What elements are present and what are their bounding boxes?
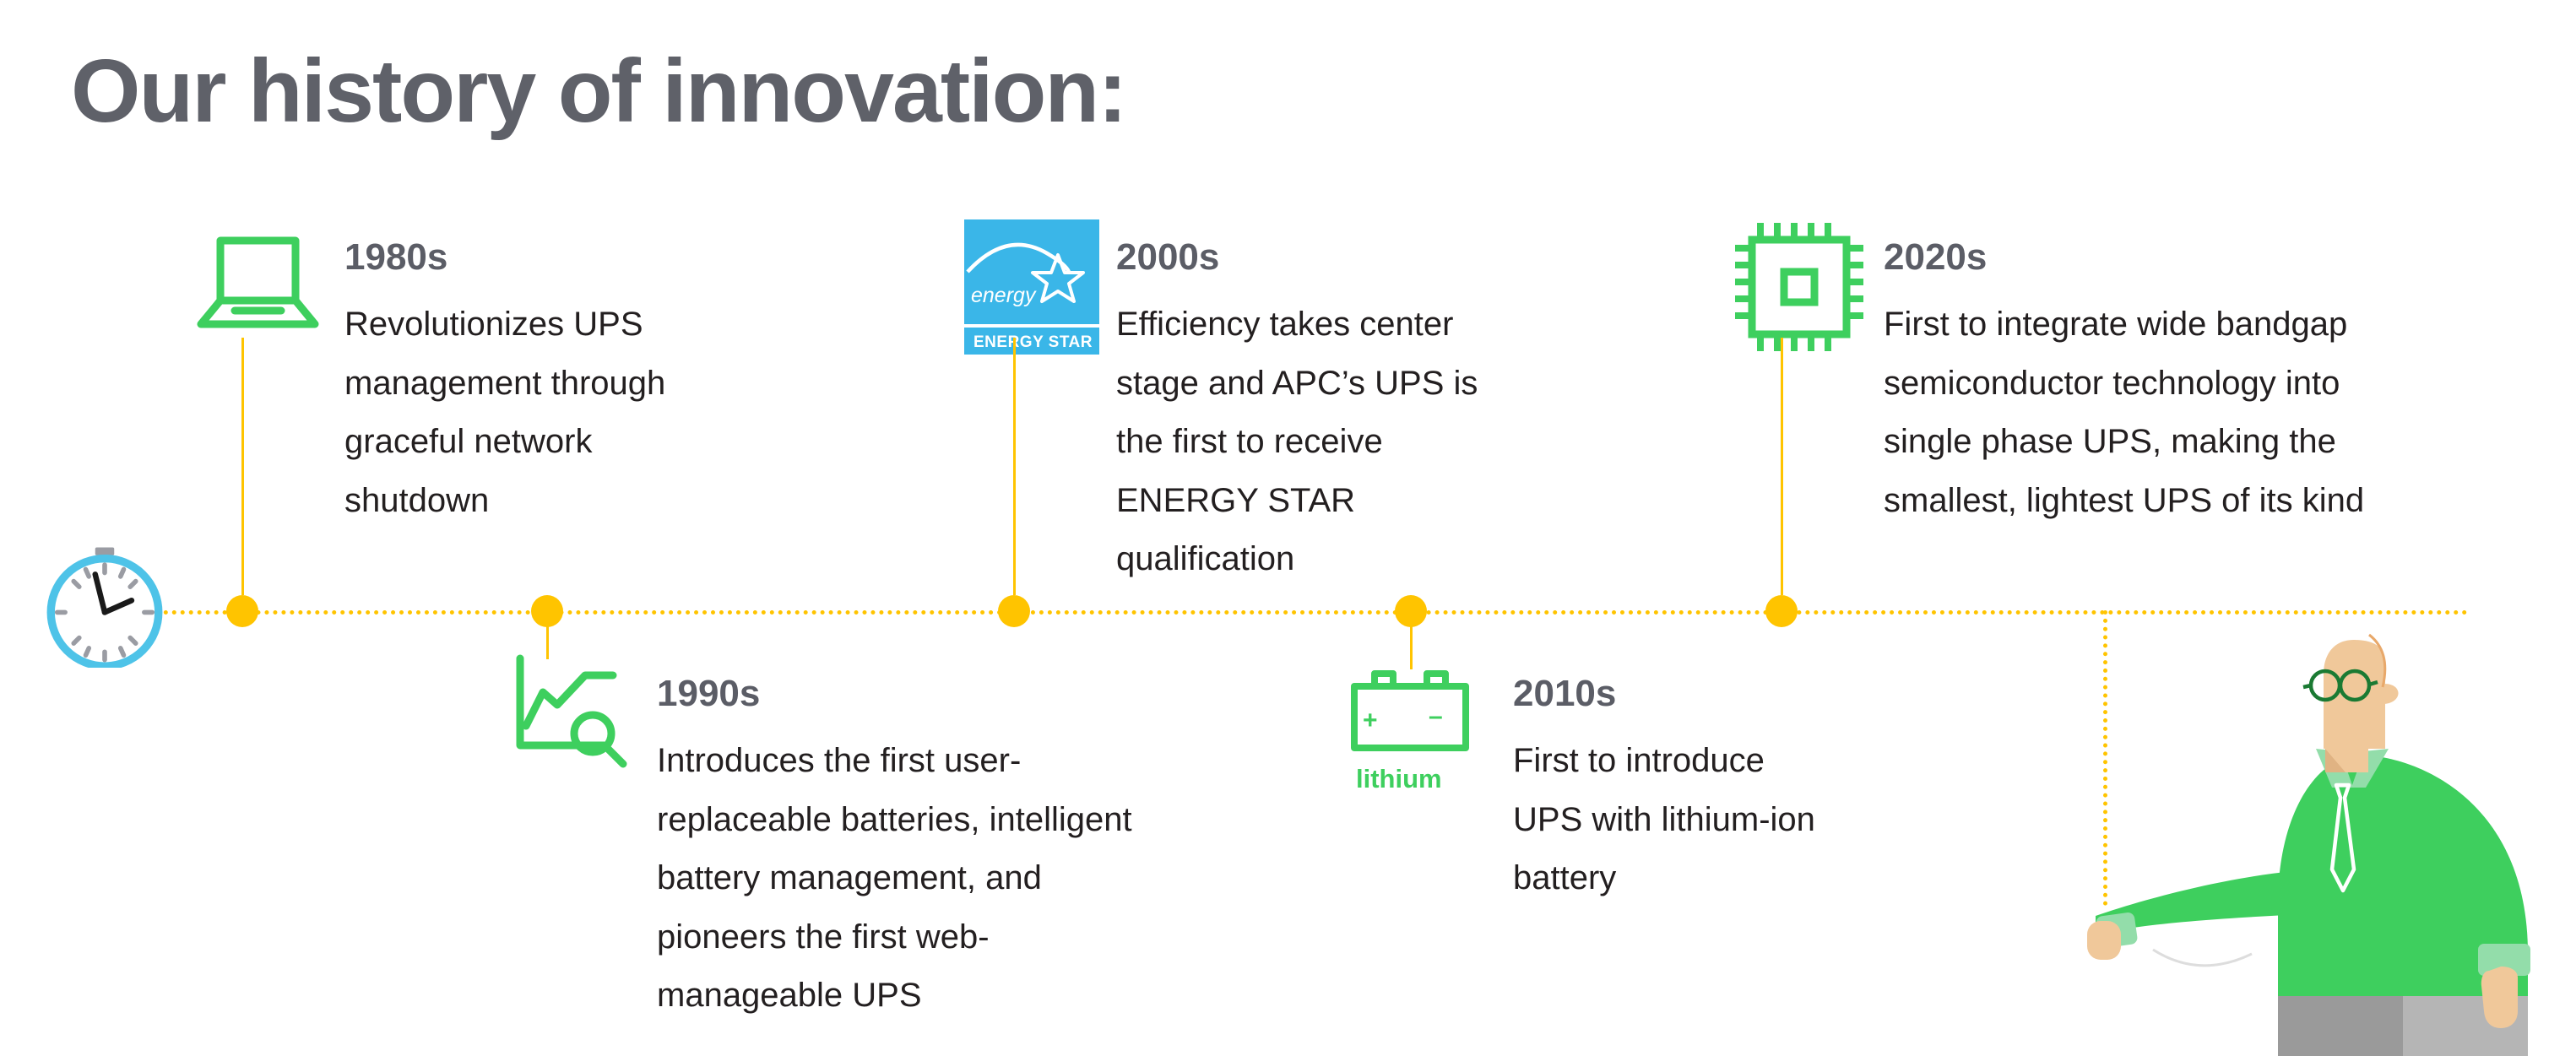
svg-text:–: – xyxy=(1429,702,1443,730)
svg-text:ENERGY STAR: ENERGY STAR xyxy=(973,333,1093,351)
svg-text:energy: energy xyxy=(971,284,1037,307)
svg-text:+: + xyxy=(1363,707,1378,734)
svg-text:lithium: lithium xyxy=(1356,764,1442,793)
